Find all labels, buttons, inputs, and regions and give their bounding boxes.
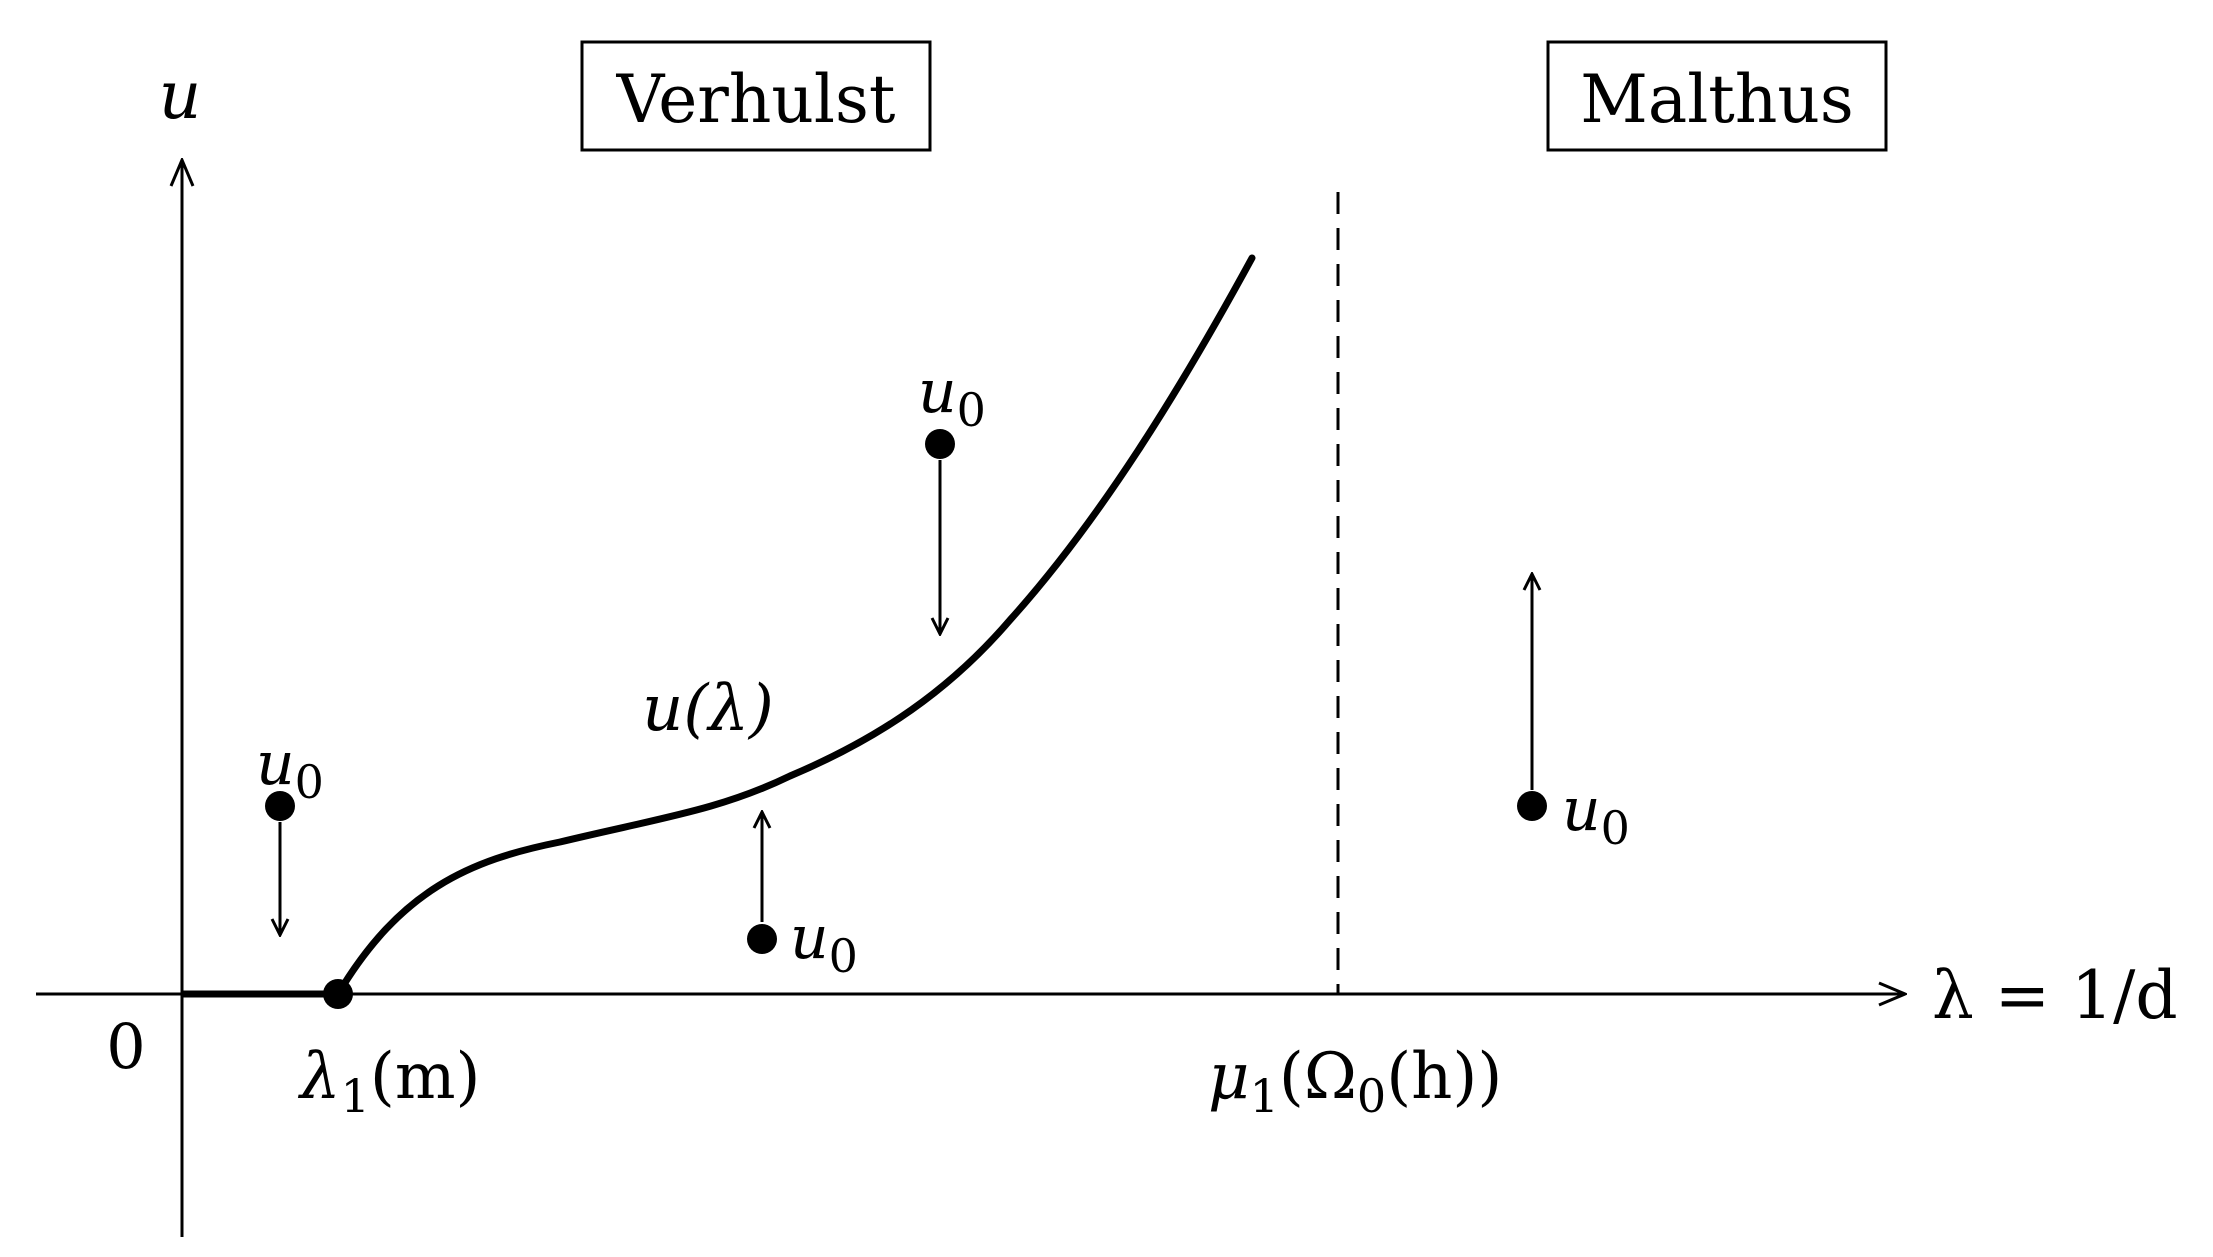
curve-label: u(λ) <box>642 672 774 746</box>
svg-text:u0: u0 <box>918 357 986 437</box>
svg-text:Verhulst: Verhulst <box>616 61 896 138</box>
svg-text:u0: u0 <box>1562 775 1630 855</box>
svg-text:u0: u0 <box>256 729 324 809</box>
y-axis-label: u <box>159 57 202 134</box>
mu1-tick-label: μ1(Ω0(h)) <box>1208 1040 1502 1123</box>
initial-point-above-curve: u0 <box>918 357 986 634</box>
solution-curve <box>334 254 1256 998</box>
malthus-region-label: Malthus <box>1546 40 1888 152</box>
svg-text:Malthus: Malthus <box>1580 61 1853 138</box>
svg-text:u0: u0 <box>790 903 858 983</box>
bifurcation-point <box>323 979 353 1009</box>
initial-point-below-curve: u0 <box>747 812 858 983</box>
initial-point-far-left: u0 <box>256 729 324 935</box>
x-axis-label: λ = 1/d <box>1932 957 2178 1034</box>
verhulst-region-label: Verhulst <box>580 40 932 152</box>
initial-point-malthus: u0 <box>1517 574 1630 855</box>
lambda1-tick-label: λ1(m) <box>297 1040 480 1123</box>
origin-label: 0 <box>106 1010 145 1083</box>
